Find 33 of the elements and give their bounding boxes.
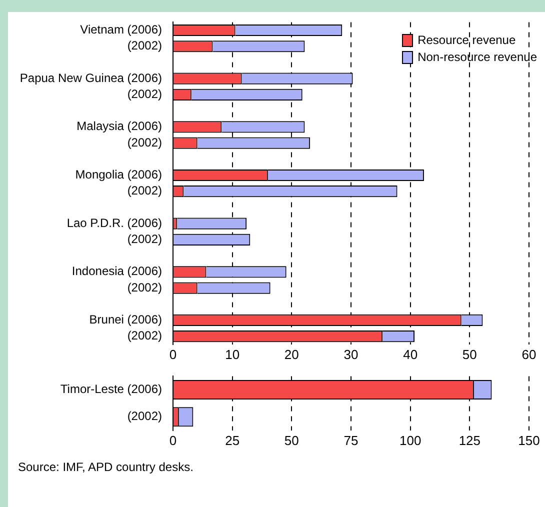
y-tick-label: (2002) <box>127 87 162 102</box>
x-tick-label: 75 <box>344 432 358 448</box>
y-tick-label: (2002) <box>127 409 162 424</box>
y-tick-label: Vietnam (2006) <box>80 22 162 37</box>
x-tick-label: 20 <box>284 346 299 362</box>
x-tick-label: 100 <box>399 432 422 448</box>
y-tick-label: (2002) <box>127 135 162 150</box>
y-tick-label: (2002) <box>127 232 162 246</box>
y-tick-label: Malaysia (2006) <box>76 119 162 134</box>
y-tick-label: (2002) <box>127 328 162 343</box>
legend-label: Resource revenue <box>418 32 516 49</box>
y-tick-label: Lao P.D.R. (2006) <box>66 216 162 230</box>
x-tick-label: 50 <box>462 346 477 362</box>
source-note: Source: IMF, APD country desks. <box>18 460 194 474</box>
x-tick-label: 25 <box>225 432 240 448</box>
y-tick-label: (2002) <box>127 184 162 198</box>
y-tick-label: Timor-Leste (2006) <box>60 382 162 396</box>
x-tick-label: 60 <box>522 346 536 362</box>
x-tick-label: 30 <box>344 346 358 362</box>
x-tick-label: 40 <box>403 346 418 362</box>
x-tick-label: 50 <box>284 432 299 448</box>
legend-label: Non-resource revenue <box>418 49 537 66</box>
x-tick-label: 0 <box>169 432 177 448</box>
y-tick-label: Indonesia (2006) <box>72 264 162 278</box>
x-tick-label: 0 <box>169 346 177 362</box>
y-tick-label: Mongolia (2006) <box>75 168 162 182</box>
y-tick-label: Papua New Guinea (2006) <box>20 70 162 85</box>
x-tick-label: 125 <box>458 432 481 448</box>
x-tick-label: 150 <box>518 432 540 448</box>
y-tick-label: (2002) <box>127 38 162 53</box>
y-tick-label: Brunei (2006) <box>89 312 162 327</box>
y-tick-label: (2002) <box>127 280 162 294</box>
x-tick-label: 10 <box>225 346 240 362</box>
